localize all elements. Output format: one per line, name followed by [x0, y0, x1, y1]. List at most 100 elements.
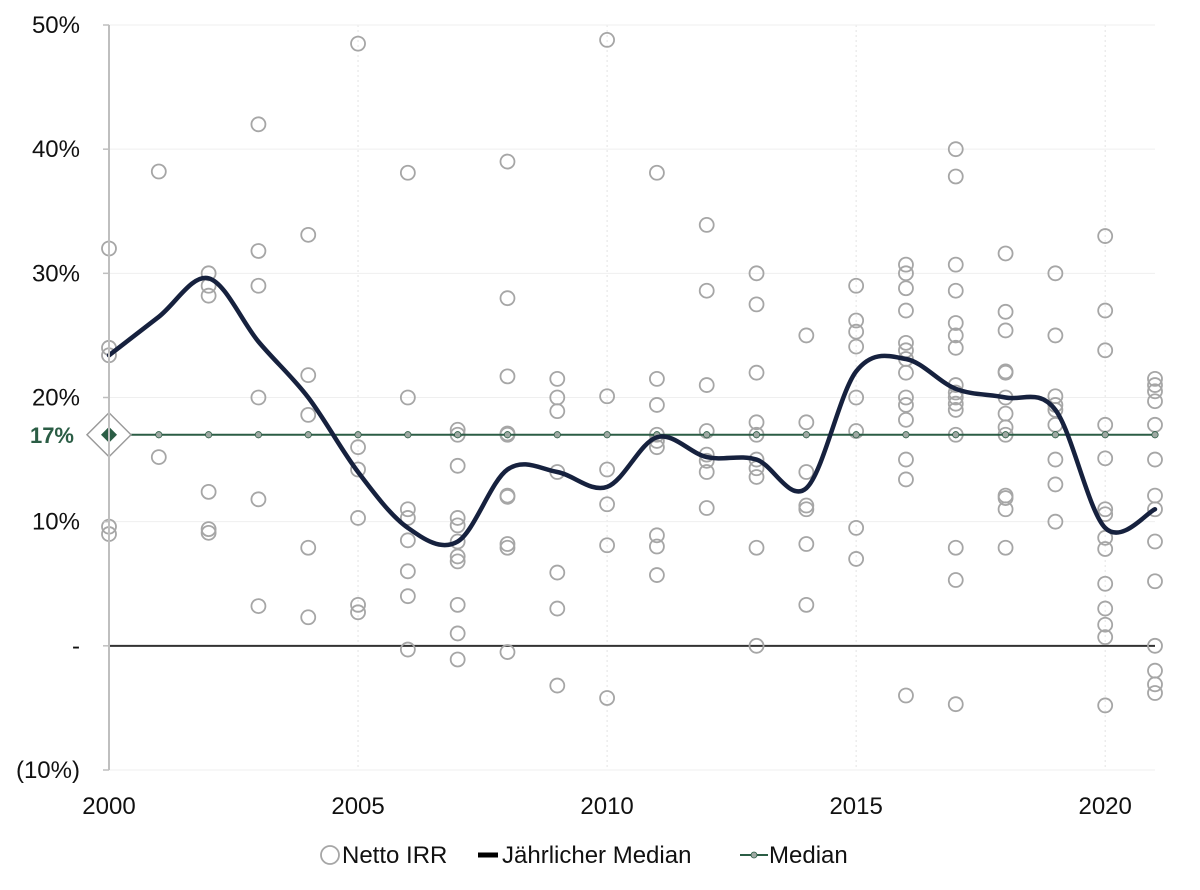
irr-point	[1047, 402, 1064, 418]
irr-point	[698, 282, 715, 299]
irr-point	[499, 644, 516, 660]
y-tick-label: 30%	[32, 260, 80, 287]
irr-point	[499, 488, 516, 505]
legend-label-annual-median: Jährlicher Median	[502, 842, 691, 869]
irr-point	[798, 464, 815, 480]
irr-point	[997, 405, 1014, 422]
y-tick-label: 20%	[32, 385, 80, 412]
irr-point	[350, 510, 366, 526]
irr-point	[1097, 228, 1114, 244]
irr-point	[649, 527, 665, 544]
irr-point	[599, 32, 615, 48]
irr-point	[350, 604, 366, 621]
irr-point	[848, 389, 865, 406]
irr-point	[947, 168, 964, 185]
irr-point	[748, 364, 765, 381]
irr-point	[1047, 451, 1064, 468]
irr-point	[200, 524, 217, 541]
irr-point	[947, 395, 964, 412]
irr-point	[449, 548, 466, 565]
irr-point	[449, 457, 466, 474]
irr-point	[499, 536, 516, 552]
irr-point	[1147, 370, 1163, 387]
irr-point	[599, 690, 615, 706]
irr-point	[1147, 662, 1163, 679]
median-marker	[254, 431, 263, 439]
irr-point	[1097, 575, 1114, 592]
irr-point	[947, 402, 964, 418]
irr-point	[748, 469, 765, 485]
irr-point	[399, 563, 416, 580]
median-marker	[902, 431, 910, 439]
irr-point	[698, 217, 715, 233]
irr-point	[250, 243, 267, 259]
irr-point	[848, 551, 865, 567]
irr-point	[997, 364, 1014, 381]
irr-point	[399, 164, 416, 181]
irr-point	[947, 256, 964, 273]
irr-point	[449, 596, 466, 613]
irr-point	[1097, 600, 1114, 617]
irr-point	[499, 290, 516, 307]
irr-point	[350, 461, 366, 478]
irr-point	[649, 439, 665, 456]
irr-point	[997, 490, 1014, 506]
irr-point	[898, 302, 914, 319]
irr-point	[748, 414, 765, 431]
irr-point	[848, 312, 865, 329]
y-tick-label: 40%	[32, 136, 80, 163]
irr-point	[399, 501, 416, 518]
irr-point	[698, 377, 715, 393]
irr-point	[1097, 416, 1114, 433]
irr-point	[399, 510, 416, 526]
y-tick-label: -	[72, 633, 80, 660]
irr-point	[599, 537, 615, 554]
irr-point	[1147, 685, 1163, 701]
median-marker	[205, 431, 213, 439]
irr-point	[898, 451, 914, 468]
x-tick-label: 2000	[82, 793, 135, 820]
irr-point	[649, 164, 665, 181]
median-marker	[1101, 431, 1109, 439]
median-marker	[304, 431, 312, 439]
irr-point	[1047, 476, 1064, 493]
irr-point	[399, 532, 416, 549]
irr-point	[300, 226, 317, 243]
tick-labels: (10%) - 10% 20% 30% 40% 50% 2000 2005 2010 2015 202…	[16, 12, 1132, 820]
irr-point	[898, 280, 914, 297]
axes	[103, 24, 110, 771]
irr-point	[698, 464, 715, 480]
x-tick-label: 2020	[1078, 793, 1131, 820]
irr-point	[798, 327, 815, 344]
legend-marker-median-dot	[750, 851, 758, 859]
irr-point	[698, 452, 715, 469]
annual-median-layer	[106, 275, 1158, 548]
irr-point	[350, 596, 366, 613]
irr-point	[1147, 676, 1163, 693]
irr-point	[449, 553, 466, 570]
irr-point	[898, 256, 914, 273]
irr-point	[947, 339, 964, 356]
median-marker	[703, 431, 711, 439]
irr-point	[947, 696, 964, 713]
irr-point	[997, 245, 1014, 262]
irr-point	[649, 567, 665, 583]
irr-point	[1147, 416, 1163, 433]
irr-point	[300, 406, 317, 423]
irr-point	[947, 327, 964, 344]
irr-point	[798, 497, 815, 514]
irr-point	[898, 471, 914, 488]
median-marker	[354, 431, 362, 439]
irr-point	[399, 588, 416, 605]
irr-point	[947, 315, 964, 331]
median-marker	[503, 431, 512, 439]
irr-point	[1147, 573, 1163, 590]
irr-point	[649, 370, 665, 387]
x-tick-label: 2010	[580, 793, 633, 820]
irr-point	[350, 439, 366, 456]
legend-label-median: Median	[769, 842, 848, 869]
irr-point	[848, 338, 865, 355]
irr-point	[947, 141, 964, 158]
irr-point	[150, 449, 167, 466]
irr-point	[599, 496, 615, 513]
